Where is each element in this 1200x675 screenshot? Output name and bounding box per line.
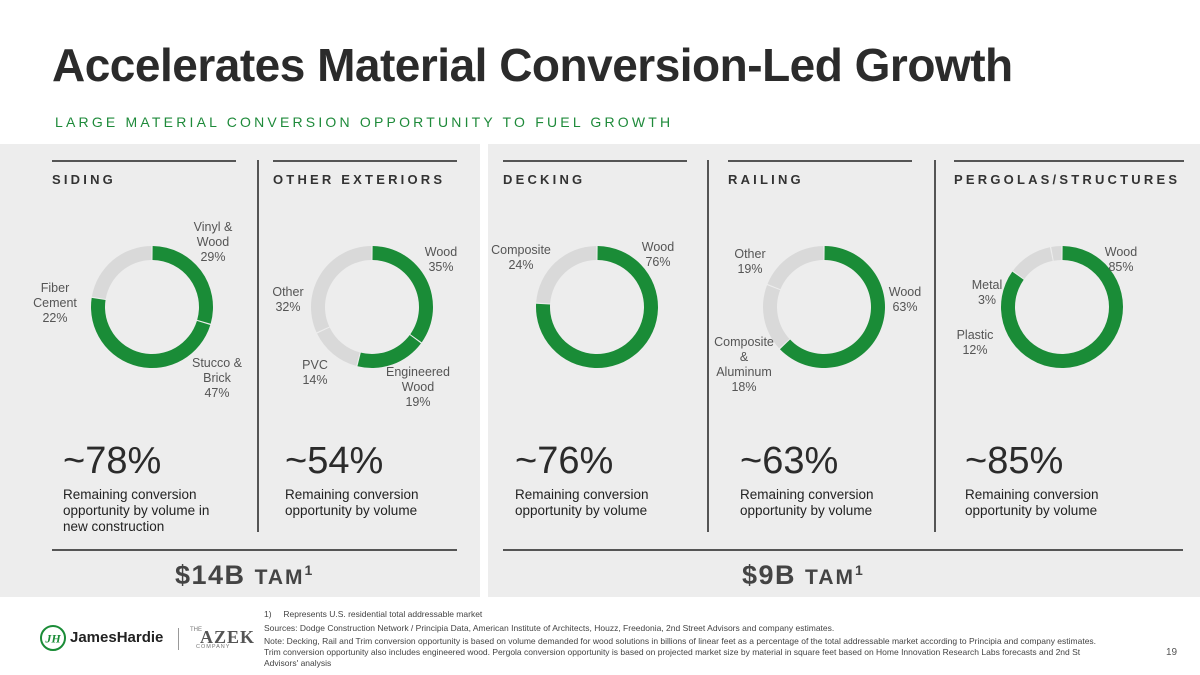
railing-donut	[763, 246, 885, 368]
logo-divider	[178, 628, 179, 650]
pergolas-label-plastic: Plastic 12%	[956, 328, 994, 357]
siding-label-fiber: Fiber Cement 22%	[33, 281, 77, 325]
pergolas-description: Remaining conversion opportunity by volu…	[965, 487, 1099, 518]
donut-slice-fiber-cement	[91, 246, 152, 300]
siding-header: SIDING	[52, 160, 236, 187]
pergolas-big-number: ~85%	[965, 440, 1064, 482]
donut-slice-pvc	[317, 327, 360, 366]
azek-logo-the: THE	[190, 627, 202, 633]
azek-logo-text: AZEK	[200, 627, 256, 647]
other-label-wood: Wood 35%	[424, 245, 458, 274]
decking-label-wood: Wood 76%	[641, 240, 675, 269]
decking-donut	[536, 246, 658, 368]
other-exteriors-description: Remaining conversion opportunity by volu…	[285, 487, 419, 518]
tam-right: $9B TAM1	[742, 560, 865, 590]
railing-header: RAILING	[728, 160, 912, 187]
railing-description: Remaining conversion opportunity by volu…	[740, 487, 874, 518]
donut-slice-composite	[536, 246, 597, 304]
left-panel	[0, 144, 480, 597]
siding-title: SIDING	[52, 172, 116, 187]
decking-description: Remaining conversion opportunity by volu…	[515, 487, 649, 518]
decking-label-composite: Composite 24%	[491, 243, 551, 272]
donut-slice-plastic	[1013, 247, 1053, 279]
donut-slice-composite-aluminum	[763, 285, 790, 349]
railing-label-other: Other 19%	[734, 247, 766, 276]
pergolas-label-wood: Wood 85%	[1104, 245, 1138, 274]
pergolas-label-metal: Metal 3%	[971, 278, 1003, 307]
siding-label-vinyl: Vinyl & Wood 29%	[193, 220, 233, 264]
jameshardie-logo-icon: JH	[40, 625, 66, 651]
azek-logo-company: COMPANY	[196, 644, 231, 650]
footnote-sources: Sources: Dodge Construction Network / Pr…	[264, 623, 835, 633]
donut-slice-vinyl-wood	[152, 246, 213, 324]
other-exteriors-big-number: ~54%	[285, 440, 384, 482]
page-subtitle: LARGE MATERIAL CONVERSION OPPORTUNITY TO…	[55, 114, 674, 130]
other-exteriors-title: OTHER EXTERIORS	[273, 172, 446, 187]
footnote-1: 1) Represents U.S. residential total add…	[264, 609, 483, 619]
tam-left-rule	[52, 549, 457, 551]
railing-big-number: ~63%	[740, 440, 839, 482]
siding-description: Remaining conversion opportunity by volu…	[63, 487, 210, 534]
siding-donut	[90, 246, 213, 368]
other-exteriors-header: OTHER EXTERIORS	[273, 160, 457, 187]
pergolas-donut	[1001, 246, 1123, 368]
right-panel	[488, 144, 1200, 597]
pergolas-header: PERGOLAS/STRUCTURES	[954, 160, 1184, 187]
decking-title: DECKING	[503, 172, 586, 187]
other-label-engineered: Engineered Wood 19%	[386, 365, 450, 409]
decking-header: DECKING	[503, 160, 687, 187]
footnote-note: Note: Decking, Rail and Trim conversion …	[264, 636, 1097, 668]
other-label-pvc: PVC 14%	[302, 358, 328, 387]
divider-2	[707, 160, 709, 532]
decking-big-number: ~76%	[515, 440, 614, 482]
railing-title: RAILING	[728, 172, 804, 187]
pergolas-title: PERGOLAS/STRUCTURES	[954, 172, 1181, 187]
other-label-other: Other 32%	[272, 285, 304, 314]
siding-label-stucco: Stucco & Brick 47%	[191, 356, 243, 400]
page-number: 19	[1166, 647, 1178, 658]
donut-slice-stucco-brick	[90, 297, 211, 368]
tam-right-rule	[503, 549, 1183, 551]
siding-big-number: ~78%	[63, 440, 162, 482]
donut-slice-engineered-wood	[357, 335, 421, 368]
donut-slice-other	[767, 246, 824, 290]
tam-left: $14B TAM1	[175, 560, 314, 590]
donut-slice-metal	[1051, 246, 1062, 261]
page-title: Accelerates Material Conversion-Led Grow…	[52, 39, 1013, 91]
jameshardie-logo-text: JamesHardie	[70, 629, 164, 646]
divider-1	[257, 160, 259, 532]
divider-3	[934, 160, 936, 532]
svg-text:JH: JH	[44, 632, 61, 646]
railing-label-wood: Wood 63%	[888, 285, 922, 314]
donut-slice-other	[311, 246, 372, 333]
donut-slice-wood	[779, 246, 885, 368]
other-exteriors-donut	[311, 246, 433, 368]
railing-label-composite: Composite & Aluminum 18%	[714, 335, 774, 394]
donut-slice-wood	[372, 246, 433, 343]
